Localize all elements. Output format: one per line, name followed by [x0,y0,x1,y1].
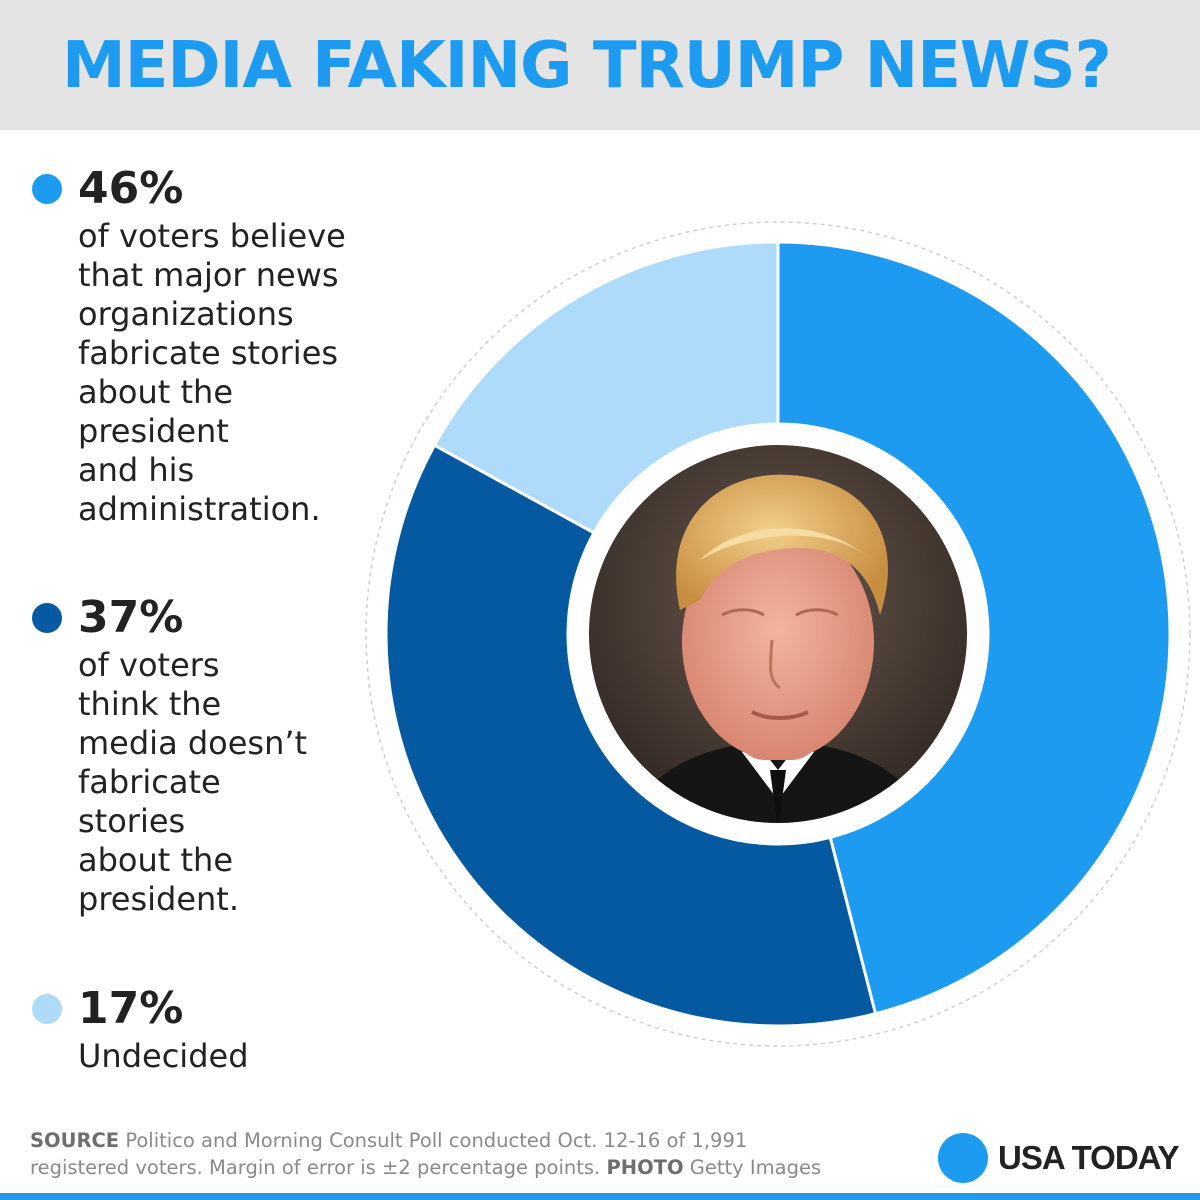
source-label: SOURCE [30,1129,120,1152]
chart-title: MEDIA FAKING TRUMP NEWS? [62,29,1112,103]
legend-description-line: of voters [78,646,220,684]
legend-description-line: stories [78,802,186,840]
header-bar: MEDIA FAKING TRUMP NEWS? [0,0,1200,130]
outer-dashed-ring [365,221,1191,1047]
legend-description-line: about the [78,841,234,879]
legend-description-line: Undecided [78,1037,249,1075]
legend-description-line: of voters believe [78,217,346,255]
usa-today-logo-text: USA TODAY [998,1139,1179,1176]
source-note: SOURCE Politico and Morning Consult Poll… [30,1127,821,1181]
legend-description-undecided: Undecided [78,1037,408,1076]
photo-credit: Getty Images [689,1156,822,1179]
legend-percent-undecided: 17% [78,983,184,1034]
legend-description-line: about the [78,373,234,411]
legend-description-line: fabricate stories [78,334,339,372]
photo-label: PHOTO [606,1156,684,1179]
legend-dot-believe [32,174,62,204]
legend-description-doesnt: of voters think the media doesn’t fabricate… [78,646,408,919]
legend-description-line: that major news [78,256,339,294]
source-text-2: registered voters. Margin of error is ±2… [30,1156,601,1179]
legend-description-line: administration. [78,490,321,528]
legend-percent-doesnt: 37% [78,592,184,643]
legend-description-line: president. [78,880,240,918]
legend-description-line: organizations [78,295,294,333]
legend-description-line: media doesn’t [78,724,308,762]
trump-photo [588,444,968,824]
legend-description-line: and his [78,451,195,489]
legend-description-line: president [78,412,229,450]
source-text: Politico and Morning Consult Poll conduc… [125,1129,748,1152]
legend-description-line: fabricate [78,763,221,801]
bottom-accent-line [0,1193,1200,1200]
legend-dot-doesnt [32,603,62,633]
usa-today-logo-dot [938,1133,988,1183]
legend-description-line: think the [78,685,222,723]
legend-description-believe: of voters believe that major news organiza… [78,217,408,529]
legend-percent-believe: 46% [78,163,184,214]
legend-dot-undecided [32,994,62,1024]
